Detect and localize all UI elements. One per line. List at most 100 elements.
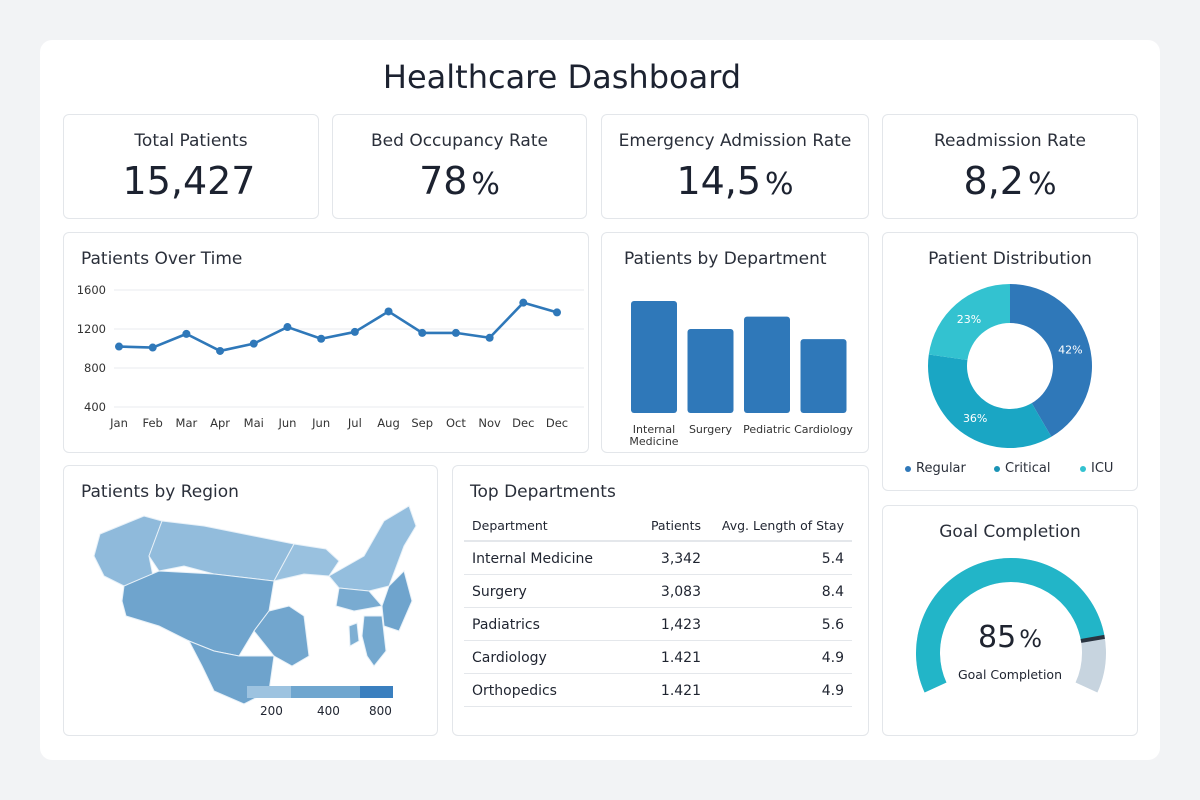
gauge-marker — [1080, 634, 1105, 643]
gauge-unit: % — [1019, 625, 1042, 653]
kpi-label: Emergency Admission Rate — [618, 131, 852, 151]
data-point — [182, 329, 191, 338]
legend-tick: 400 — [317, 704, 340, 718]
table-row[interactable]: Orthopedics 1.421 4.9 — [464, 674, 852, 707]
x-tick-label: Feb — [143, 416, 163, 430]
legend-label: ICU — [1091, 461, 1114, 476]
kpi-label: Total Patients — [134, 131, 248, 151]
kpi-number: 78 — [419, 159, 468, 203]
x-tick-label: Mai — [244, 416, 264, 430]
kpi-unit: % — [471, 167, 500, 202]
x-tick-label: Apr — [210, 416, 230, 430]
data-point — [148, 343, 157, 352]
y-tick-label: 800 — [84, 361, 106, 375]
table-row[interactable]: Surgery 3,083 8.4 — [464, 575, 852, 608]
data-point — [216, 346, 225, 355]
table-cell: Padiatrics — [472, 617, 540, 633]
map-region[interactable] — [361, 615, 387, 667]
table-cell: 4.9 — [821, 683, 844, 699]
slice-label: 23% — [957, 313, 981, 326]
kpi-readmission: Readmission Rate 8,2% — [882, 114, 1138, 219]
legend-item-critical: Critical — [994, 461, 1050, 476]
donut-slice — [928, 284, 1010, 361]
x-tick-label: Mar — [176, 416, 198, 430]
goal-completion-card: Goal Completion 85% Goal Completion — [882, 505, 1138, 736]
kpi-value: 15,427 — [64, 159, 318, 203]
gauge-value: 85% — [883, 620, 1137, 655]
data-point — [553, 308, 561, 317]
legend-swatch — [1080, 465, 1086, 472]
column-header[interactable]: Avg. Length of Stay — [721, 518, 844, 533]
legend-swatch — [905, 465, 911, 472]
legend-swatch — [994, 465, 1000, 472]
table-cell: Surgery — [472, 584, 527, 600]
kpi-unit: % — [765, 167, 794, 202]
table-row[interactable]: Padiatrics 1,423 5.6 — [464, 608, 852, 641]
donut-slice — [1010, 284, 1092, 437]
patient-distribution-card: Patient Distribution 42% 36% 23% Regular C… — [882, 232, 1138, 491]
gauge-fill — [916, 558, 1105, 693]
kpi-value: 14,5% — [602, 159, 868, 203]
legend-segment — [247, 686, 291, 698]
goal-gauge — [916, 558, 1106, 693]
data-point — [451, 328, 460, 337]
chart-title: Patients by Department — [624, 249, 827, 269]
data-point — [519, 298, 528, 307]
bar — [631, 301, 677, 413]
x-tick-label: Surgery — [689, 423, 733, 436]
donut-chart: 42% 36% 23% — [928, 284, 1092, 448]
y-tick-label: 1200 — [77, 322, 106, 336]
kpi-label: Bed Occupancy Rate — [371, 131, 548, 151]
chart-title: Patients by Region — [81, 482, 239, 502]
x-tick-label: Internal — [633, 423, 675, 436]
column-header[interactable]: Patients — [650, 518, 701, 533]
map-region[interactable] — [335, 587, 383, 612]
table-cell: 8.4 — [821, 584, 844, 600]
x-tick-label: Medicine — [629, 435, 678, 448]
kpi-number: 15,427 — [122, 159, 256, 203]
legend-segment — [291, 686, 360, 698]
data-point — [485, 333, 494, 342]
table-header: Department Patients Avg. Length of Stay — [464, 508, 852, 542]
gauge-number: 85 — [978, 620, 1017, 655]
x-tick-label: Jun — [277, 416, 296, 430]
bar — [800, 339, 847, 413]
bar — [744, 316, 790, 413]
chart-title: Patients Over Time — [81, 249, 243, 269]
table-row[interactable]: Internal Medicine 3,342 5.4 — [464, 542, 852, 575]
gauge-title: Goal Completion — [939, 522, 1081, 542]
legend-item-icu: ICU — [1080, 461, 1113, 476]
table-cell: 3,342 — [660, 551, 701, 567]
map-region[interactable] — [348, 622, 360, 647]
kpi-number: 8,2 — [963, 159, 1024, 203]
table-cell: 5.4 — [821, 551, 844, 567]
map-region[interactable] — [121, 570, 275, 657]
patients-by-department-card: Patients by Department Internal Medicine S… — [601, 232, 869, 453]
x-tick-label: Oct — [446, 416, 466, 430]
x-tick-label: Cardiology — [794, 423, 853, 436]
kpi-label: Readmission Rate — [934, 131, 1086, 151]
table-row[interactable]: Cardiology 1.421 4.9 — [464, 641, 852, 674]
region-map — [93, 505, 417, 705]
map-region[interactable] — [381, 570, 413, 632]
x-tick-label: Sep — [411, 416, 433, 430]
x-tick-label: Jul — [347, 416, 362, 430]
data-point — [249, 339, 258, 348]
table-cell: Orthopedics — [472, 683, 557, 699]
kpi-bed-occupancy: Bed Occupancy Rate 78% — [332, 114, 587, 219]
departments-table: Department Patients Avg. Length of Stay … — [464, 508, 852, 707]
y-tick-label: 1600 — [77, 283, 106, 297]
y-tick-label: 400 — [84, 400, 106, 414]
data-point — [115, 342, 123, 351]
table-cell: 1,423 — [660, 617, 701, 633]
gauge-caption: Goal Completion — [957, 667, 1063, 682]
x-tick-label: Dec — [512, 416, 534, 430]
legend-segment — [360, 686, 393, 698]
map-region[interactable] — [253, 605, 310, 667]
table-cell: Internal Medicine — [472, 551, 593, 567]
table-cell: 3,083 — [660, 584, 701, 600]
patients-over-time-card: Patients Over Time 1600 1200 800 400 Jan Feb M… — [63, 232, 589, 453]
column-header[interactable]: Department — [472, 518, 548, 533]
